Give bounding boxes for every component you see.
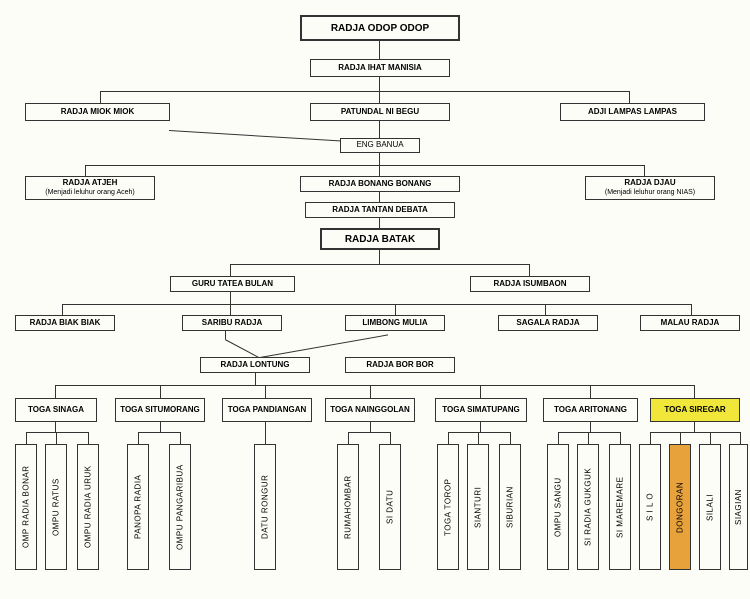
node-v9: TOGA TOROP: [437, 444, 459, 570]
node-l2b: PATUNDAL NI BEGU: [310, 103, 450, 121]
node-l2a: RADJA MIOK MIOK: [25, 103, 170, 121]
node-l7b: RADJA ISUMBAON: [470, 276, 590, 292]
node-v11: SIBURIAN: [499, 444, 521, 570]
node-toga5: TOGA SIMATUPANG: [435, 398, 527, 422]
node-root: RADJA ODOP ODOP: [300, 15, 460, 41]
node-v7: RUMAHOMBAR: [337, 444, 359, 570]
node-v4: PANOPA RADIA: [127, 444, 149, 570]
node-l8b: SARIBU RADJA: [182, 315, 282, 331]
node-toga7: TOGA SIREGAR: [650, 398, 740, 422]
node-l4c: RADJA DJAU(Menjadi leluhur orang NIAS): [585, 176, 715, 200]
node-l9a: RADJA LONTUNG: [200, 357, 310, 373]
node-v3: OMPU RADIA URUK: [77, 444, 99, 570]
node-v15: S I L O: [639, 444, 661, 570]
node-l9b: RADJA BOR BOR: [345, 357, 455, 373]
node-l8e: MALAU RADJA: [640, 315, 740, 331]
node-l4b: RADJA BONANG BONANG: [300, 176, 460, 192]
node-l8c: LIMBONG MULIA: [345, 315, 445, 331]
node-v16: DONGORAN: [669, 444, 691, 570]
node-l4a: RADJA ATJEH(Menjadi leluhur orang Aceh): [25, 176, 155, 200]
node-v2: OMPU RATUS: [45, 444, 67, 570]
node-l8a: RADJA BIAK BIAK: [15, 315, 115, 331]
node-l5: RADJA TANTAN DEBATA: [305, 202, 455, 218]
node-l6: RADJA BATAK: [320, 228, 440, 250]
node-v10: SIANTURI: [467, 444, 489, 570]
node-v14: SI MAREMARE: [609, 444, 631, 570]
node-v17: SILALI: [699, 444, 721, 570]
node-v6: DATU RONGUR: [254, 444, 276, 570]
node-v13: SI RADIA GUKGUK: [577, 444, 599, 570]
node-l8d: SAGALA RADJA: [498, 315, 598, 331]
node-toga2: TOGA SITUMORANG: [115, 398, 205, 422]
node-v18: SIAGIAN: [729, 444, 748, 570]
node-toga1: TOGA SINAGA: [15, 398, 97, 422]
node-l2c: ADJI LAMPAS LAMPAS: [560, 103, 705, 121]
node-toga4: TOGA NAINGGOLAN: [325, 398, 415, 422]
node-toga6: TOGA ARITONANG: [543, 398, 638, 422]
node-v8: SI DATU: [379, 444, 401, 570]
node-v5: OMPU PANGARIBUA: [169, 444, 191, 570]
node-l7a: GURU TATEA BULAN: [170, 276, 295, 292]
node-v12: OMPU SANGU: [547, 444, 569, 570]
node-toga3: TOGA PANDIANGAN: [222, 398, 312, 422]
node-l3: ENG BANUA: [340, 138, 420, 153]
node-v1: OMP RADIA BONAR: [15, 444, 37, 570]
node-l1: RADJA IHAT MANISIA: [310, 59, 450, 77]
